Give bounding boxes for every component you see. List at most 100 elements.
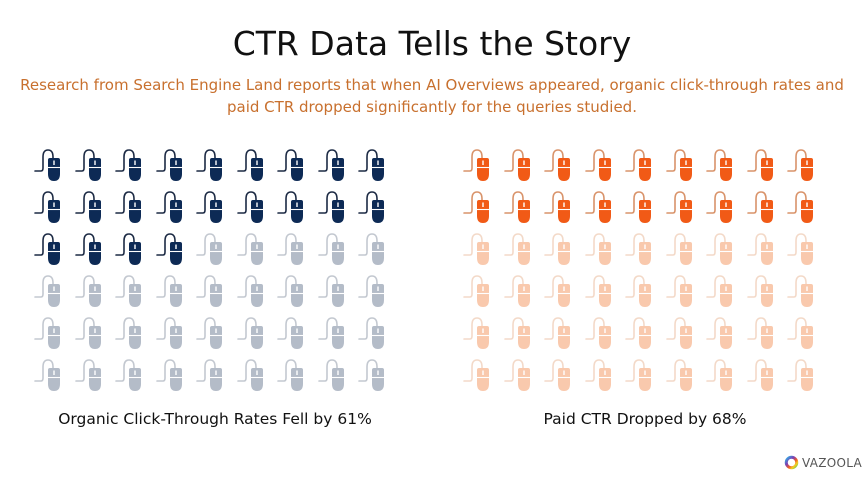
computer-mouse-icon [316,145,356,185]
computer-mouse-icon [623,229,663,269]
computer-mouse-icon [704,313,744,353]
computer-mouse-icon [542,145,582,185]
computer-mouse-icon [664,145,704,185]
computer-mouse-icon [154,187,194,227]
computer-mouse-icon [73,355,113,395]
computer-mouse-icon [664,229,704,269]
computer-mouse-icon [73,145,113,185]
computer-mouse-icon [745,187,785,227]
computer-mouse-icon [502,229,542,269]
computer-mouse-icon [356,187,396,227]
computer-mouse-icon [542,229,582,269]
computer-mouse-icon [461,313,501,353]
computer-mouse-icon [542,271,582,311]
subtitle: Research from Search Engine Land reports… [20,76,844,116]
computer-mouse-icon [275,145,315,185]
computer-mouse-icon [356,313,396,353]
computer-mouse-icon [785,187,825,227]
computer-mouse-icon [113,229,153,269]
paid-ctr-pictogram [461,145,826,397]
computer-mouse-icon [356,355,396,395]
computer-mouse-icon [275,355,315,395]
computer-mouse-icon [623,313,663,353]
computer-mouse-icon [316,271,356,311]
computer-mouse-icon [785,271,825,311]
computer-mouse-icon [704,187,744,227]
computer-mouse-icon [32,229,72,269]
computer-mouse-icon [32,187,72,227]
computer-mouse-icon [785,355,825,395]
computer-mouse-icon [542,313,582,353]
computer-mouse-icon [664,355,704,395]
computer-mouse-icon [194,355,234,395]
computer-mouse-icon [745,229,785,269]
computer-mouse-icon [664,313,704,353]
computer-mouse-icon [785,313,825,353]
computer-mouse-icon [704,145,744,185]
organic-ctr-pictogram [32,145,397,397]
computer-mouse-icon [154,271,194,311]
computer-mouse-icon [154,313,194,353]
computer-mouse-icon [461,355,501,395]
computer-mouse-icon [785,145,825,185]
vazoola-logo: VAZOOLA [784,455,862,470]
computer-mouse-icon [154,355,194,395]
computer-mouse-icon [275,187,315,227]
computer-mouse-icon [113,355,153,395]
computer-mouse-icon [583,355,623,395]
computer-mouse-icon [502,145,542,185]
computer-mouse-icon [542,355,582,395]
computer-mouse-icon [461,187,501,227]
computer-mouse-icon [32,313,72,353]
computer-mouse-icon [785,229,825,269]
computer-mouse-icon [623,271,663,311]
computer-mouse-icon [664,187,704,227]
computer-mouse-icon [154,145,194,185]
computer-mouse-icon [745,313,785,353]
computer-mouse-icon [502,313,542,353]
logo-text: VAZOOLA [802,455,863,470]
computer-mouse-icon [461,271,501,311]
computer-mouse-icon [73,187,113,227]
computer-mouse-icon [583,229,623,269]
computer-mouse-icon [113,271,153,311]
computer-mouse-icon [113,145,153,185]
paid-ctr-label: Paid CTR Dropped by 68% [543,410,747,428]
computer-mouse-icon [275,313,315,353]
computer-mouse-icon [461,229,501,269]
computer-mouse-icon [194,187,234,227]
computer-mouse-icon [502,187,542,227]
computer-mouse-icon [194,229,234,269]
computer-mouse-icon [113,313,153,353]
computer-mouse-icon [542,187,582,227]
computer-mouse-icon [583,187,623,227]
computer-mouse-icon [73,271,113,311]
computer-mouse-icon [704,355,744,395]
computer-mouse-icon [73,229,113,269]
computer-mouse-icon [73,313,113,353]
computer-mouse-icon [194,313,234,353]
computer-mouse-icon [235,229,275,269]
computer-mouse-icon [235,313,275,353]
computer-mouse-icon [623,145,663,185]
computer-mouse-icon [316,187,356,227]
computer-mouse-icon [461,145,501,185]
computer-mouse-icon [623,187,663,227]
computer-mouse-icon [235,271,275,311]
computer-mouse-icon [32,145,72,185]
vazoola-ring-icon [784,455,799,470]
computer-mouse-icon [356,229,396,269]
computer-mouse-icon [316,229,356,269]
computer-mouse-icon [32,271,72,311]
computer-mouse-icon [583,313,623,353]
page-title: CTR Data Tells the Story [232,24,632,63]
computer-mouse-icon [235,187,275,227]
organic-ctr-label: Organic Click-Through Rates Fell by 61% [58,410,372,428]
computer-mouse-icon [502,271,542,311]
computer-mouse-icon [745,271,785,311]
computer-mouse-icon [356,271,396,311]
computer-mouse-icon [194,271,234,311]
computer-mouse-icon [745,145,785,185]
computer-mouse-icon [113,187,153,227]
computer-mouse-icon [704,271,744,311]
